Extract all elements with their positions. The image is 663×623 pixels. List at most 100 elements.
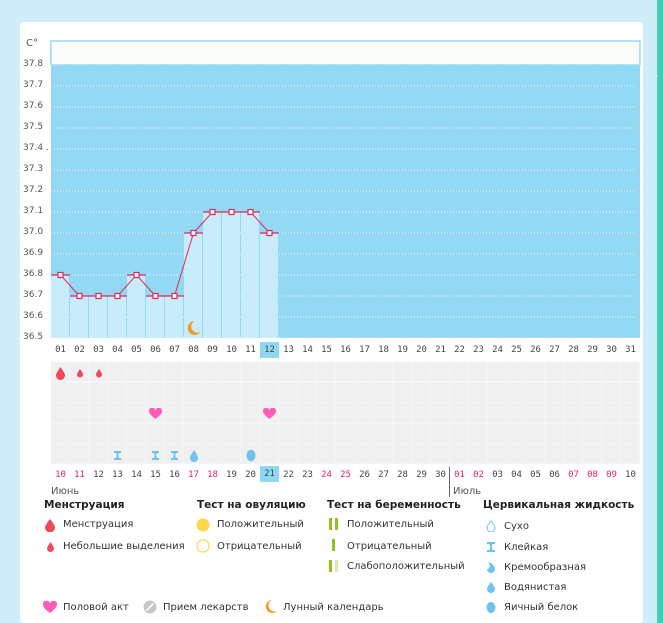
symptom-cell[interactable]: [279, 423, 297, 443]
day-label[interactable]: 09: [207, 345, 218, 355]
date-label[interactable]: 27: [378, 470, 389, 480]
symptom-cell[interactable]: [108, 403, 126, 422]
date-label[interactable]: 03: [492, 470, 503, 480]
symptom-cell[interactable]: [621, 382, 639, 402]
day-label[interactable]: 10: [226, 345, 237, 355]
symptom-cell[interactable]: [374, 362, 392, 381]
symptom-cell[interactable]: [317, 362, 335, 381]
symptom-cell[interactable]: [564, 382, 582, 402]
symptom-cell[interactable]: [621, 362, 639, 381]
symptom-cell[interactable]: [279, 362, 297, 381]
symptom-cell[interactable]: [526, 362, 544, 381]
symptom-cell[interactable]: [526, 403, 544, 422]
symptom-cell[interactable]: [260, 382, 278, 402]
side-panel-arrow-icon[interactable]: [652, 68, 658, 84]
date-label[interactable]: 17: [188, 470, 199, 480]
day-label[interactable]: 03: [93, 345, 104, 355]
day-label[interactable]: 15: [321, 345, 332, 355]
symptom-cell[interactable]: [621, 444, 639, 463]
day-label[interactable]: 16: [340, 345, 351, 355]
symptom-cell[interactable]: [241, 362, 259, 381]
symptom-cell[interactable]: [70, 382, 88, 402]
symptom-cell[interactable]: [393, 444, 411, 463]
date-label[interactable]: 12: [93, 470, 104, 480]
symptom-cell[interactable]: [488, 423, 506, 443]
symptom-cell[interactable]: [184, 423, 202, 443]
symptom-cell[interactable]: [583, 444, 601, 463]
date-label[interactable]: 13: [112, 470, 123, 480]
symptom-cell[interactable]: [469, 403, 487, 422]
symptom-cell[interactable]: [51, 423, 69, 443]
symptom-cell[interactable]: [317, 382, 335, 402]
date-label[interactable]: 15: [150, 470, 161, 480]
symptom-cell[interactable]: [355, 423, 373, 443]
date-label[interactable]: 26: [359, 470, 370, 480]
symptom-cell[interactable]: [507, 362, 525, 381]
symptom-cell[interactable]: [583, 382, 601, 402]
symptom-cell[interactable]: [431, 403, 449, 422]
symptom-cell[interactable]: [336, 362, 354, 381]
symptom-cell[interactable]: [203, 362, 221, 381]
symptom-cell[interactable]: [51, 382, 69, 402]
symptom-cell[interactable]: [89, 403, 107, 422]
symptom-cell[interactable]: [355, 403, 373, 422]
symptom-cell[interactable]: [146, 423, 164, 443]
symptom-cell[interactable]: [412, 382, 430, 402]
symptom-cell[interactable]: [545, 362, 563, 381]
symptom-cell[interactable]: [184, 362, 202, 381]
symptom-cell[interactable]: [108, 382, 126, 402]
symptom-cell[interactable]: [241, 423, 259, 443]
symptom-cell[interactable]: [602, 403, 620, 422]
symptom-cell[interactable]: [431, 423, 449, 443]
symptom-cell[interactable]: [184, 382, 202, 402]
symptom-cell[interactable]: [279, 382, 297, 402]
date-label[interactable]: 11: [74, 470, 85, 480]
symptom-cell[interactable]: [317, 423, 335, 443]
symptom-cell[interactable]: [70, 444, 88, 463]
day-label[interactable]: 14: [302, 345, 313, 355]
symptom-cell[interactable]: [222, 362, 240, 381]
day-label[interactable]: 26: [530, 345, 541, 355]
symptom-cell[interactable]: [545, 403, 563, 422]
symptom-cell[interactable]: [317, 403, 335, 422]
symptom-cell[interactable]: [564, 362, 582, 381]
symptom-cell[interactable]: [127, 423, 145, 443]
symptom-cell[interactable]: [507, 382, 525, 402]
day-label[interactable]: 01: [55, 345, 66, 355]
symptom-cell[interactable]: [393, 403, 411, 422]
symptom-cell[interactable]: [450, 382, 468, 402]
date-label[interactable]: 02: [473, 470, 484, 480]
day-label[interactable]: 02: [74, 345, 85, 355]
symptom-cell[interactable]: [431, 444, 449, 463]
symptom-cell[interactable]: [317, 444, 335, 463]
date-label[interactable]: 06: [549, 470, 560, 480]
date-label[interactable]: 19: [226, 470, 237, 480]
symptom-cell[interactable]: [507, 423, 525, 443]
symptom-cell[interactable]: [298, 362, 316, 381]
side-panel-edge[interactable]: [657, 0, 663, 623]
symptom-cell[interactable]: [184, 403, 202, 422]
symptom-cell[interactable]: [602, 362, 620, 381]
symptom-cell[interactable]: [450, 362, 468, 381]
symptom-cell[interactable]: [70, 423, 88, 443]
date-label[interactable]: 05: [530, 470, 541, 480]
date-label[interactable]: 07: [568, 470, 579, 480]
day-label[interactable]: 13: [283, 345, 294, 355]
symptom-cell[interactable]: [450, 444, 468, 463]
symptom-cell[interactable]: [298, 423, 316, 443]
day-label[interactable]: 30: [606, 345, 617, 355]
symptom-cell[interactable]: [260, 444, 278, 463]
symptom-cell[interactable]: [51, 444, 69, 463]
symptom-cell[interactable]: [526, 382, 544, 402]
day-label[interactable]: 12: [260, 342, 279, 358]
date-label[interactable]: 22: [283, 470, 294, 480]
date-label[interactable]: 10: [625, 470, 636, 480]
symptom-cell[interactable]: [298, 403, 316, 422]
symptom-cell[interactable]: [127, 382, 145, 402]
symptom-cell[interactable]: [355, 362, 373, 381]
symptom-cell[interactable]: [545, 444, 563, 463]
symptom-cell[interactable]: [108, 362, 126, 381]
date-label[interactable]: 04: [511, 470, 522, 480]
symptom-cell[interactable]: [583, 423, 601, 443]
symptom-cell[interactable]: [355, 444, 373, 463]
